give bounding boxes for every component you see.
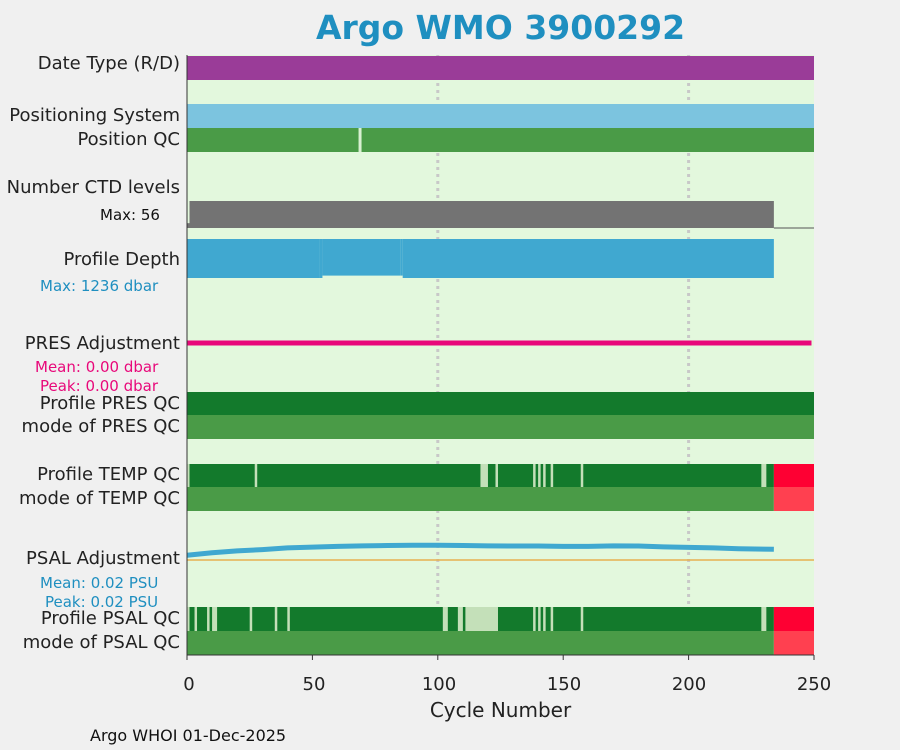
bar-mode-psal-qc <box>187 631 774 655</box>
bar-profile-pres-qc <box>187 392 814 415</box>
bar-mode-pres-qc <box>187 415 814 439</box>
x-axis-label: Cycle Number <box>429 698 572 722</box>
bar-profile-temp-qc <box>540 464 544 487</box>
psal-mean-note: Mean: 0.02 PSU <box>40 574 159 592</box>
bar-profile-depth <box>187 239 190 278</box>
bar-position-qc <box>187 128 814 152</box>
bar-mode-temp-qc-bad <box>773 487 814 511</box>
bar-profile-psal-qc <box>553 607 581 631</box>
bar-profile-temp-qc <box>766 464 774 487</box>
bar-profile-psal-qc <box>447 607 458 631</box>
bar-profile-temp-qc <box>553 464 581 487</box>
bar-positioning-system <box>187 104 814 128</box>
position-qc-gap <box>358 128 362 152</box>
label-pres-adjustment: PRES Adjustment <box>24 333 180 354</box>
bar-profile-psal-qc <box>252 607 275 631</box>
label-profile-depth: Profile Depth <box>63 249 180 270</box>
ctd-max-note: Max: 56 <box>100 206 160 224</box>
label-profile-temp-qc: Profile TEMP QC <box>37 464 180 485</box>
bar-profile-psal-qc <box>497 607 534 631</box>
bar-profile-psal-qc <box>189 607 195 631</box>
x-tick-label: 50 <box>302 674 326 695</box>
bar-profile-psal-qc <box>197 607 208 631</box>
psal-peak-note: Peak: 0.02 PSU <box>45 593 159 611</box>
bar-profile-psal-qc <box>217 607 250 631</box>
footer-credit: Argo WHOI 01-Dec-2025 <box>90 726 287 745</box>
bar-profile-temp-qc <box>545 464 551 487</box>
bar-profile-psal-qc <box>545 607 551 631</box>
x-tick-label: 150 <box>546 674 582 695</box>
bar-profile-depth <box>319 239 323 278</box>
x-tick-label: 0 <box>183 674 195 695</box>
bar-mode-psal-qc-bad <box>773 631 814 655</box>
label-number-ctd-levels: Number CTD levels <box>6 177 180 198</box>
x-tick-label: 100 <box>421 674 457 695</box>
bar-profile-temp-qc <box>487 464 496 487</box>
x-tick-label: 200 <box>671 674 707 695</box>
label-mode-temp-qc: mode of TEMP QC <box>18 488 180 509</box>
bar-profile-temp-qc <box>257 464 481 487</box>
label-profile-psal-qc: Profile PSAL QC <box>40 608 180 629</box>
bar-profile-psal-qc <box>462 607 466 631</box>
label-psal-adjustment: PSAL Adjustment <box>25 548 180 569</box>
label-position-qc: Position QC <box>77 129 180 150</box>
bar-profile-temp-qc <box>535 464 539 487</box>
pres-peak-note: Peak: 0.00 dbar <box>40 377 159 395</box>
bar-profile-depth <box>400 239 403 276</box>
bar-mode-temp-qc <box>187 487 774 511</box>
bar-ctd-levels <box>187 223 190 228</box>
psal-adjustment-line <box>186 542 774 558</box>
bar-profile-temp-qc <box>189 464 255 487</box>
bar-profile-psal-qc <box>289 607 443 631</box>
depth-max-note: Max: 1236 dbar <box>40 277 159 295</box>
bar-profile-psal-qc-bad <box>773 607 814 631</box>
bar-profile-psal-qc <box>540 607 544 631</box>
chart-title: Argo WMO 3900292 <box>315 8 686 47</box>
bar-profile-depth <box>402 239 774 278</box>
plot-area-background <box>187 55 814 655</box>
pres-mean-note: Mean: 0.00 dbar <box>35 358 159 376</box>
label-mode-pres-qc: mode of PRES QC <box>21 416 180 437</box>
bar-profile-depth <box>189 239 320 278</box>
bar-profile-psal-qc <box>209 607 213 631</box>
label-profile-pres-qc: Profile PRES QC <box>39 393 180 414</box>
x-tick-label: 250 <box>796 674 832 695</box>
label-date-type: Date Type (R/D) <box>37 53 180 74</box>
bar-profile-depth <box>322 239 401 276</box>
bar-profile-psal-qc <box>766 607 774 631</box>
bar-profile-psal-qc <box>535 607 539 631</box>
bar-date-type <box>187 56 814 80</box>
label-positioning-system: Positioning System <box>9 105 180 126</box>
label-mode-psal-qc: mode of PSAL QC <box>22 632 180 653</box>
bar-profile-temp-qc <box>583 464 762 487</box>
bar-profile-psal-qc <box>583 607 762 631</box>
bar-profile-temp-qc <box>497 464 534 487</box>
bar-profile-psal-qc <box>277 607 288 631</box>
bar-ctd-levels <box>189 201 774 228</box>
bar-profile-temp-qc-bad <box>773 464 814 487</box>
